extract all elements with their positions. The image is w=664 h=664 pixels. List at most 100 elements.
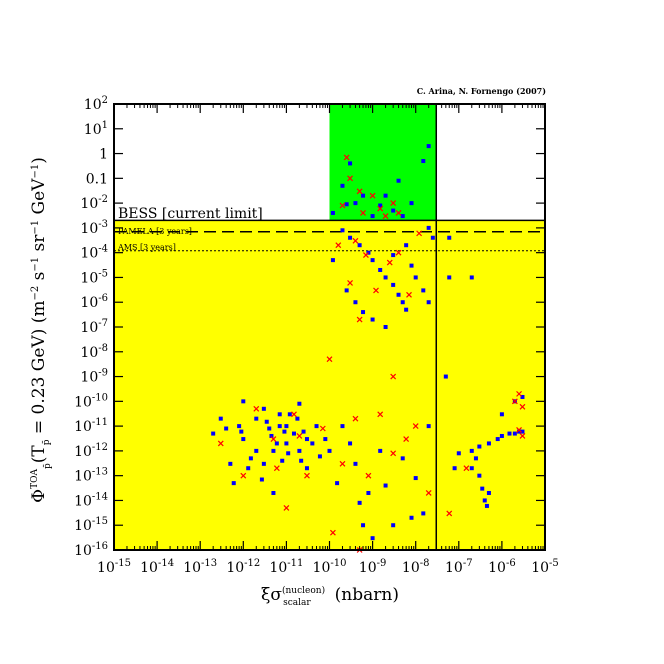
y-tick-label: 10-10	[74, 392, 108, 410]
data-point-blue	[264, 419, 269, 424]
y-tick-label: 101	[84, 120, 108, 138]
data-point-blue	[421, 288, 426, 293]
data-point-blue	[400, 456, 405, 461]
data-point-red	[329, 529, 336, 536]
data-point-blue	[361, 523, 366, 528]
data-point-blue	[361, 193, 366, 198]
x-tick-label: 10-8	[402, 558, 430, 576]
data-point-blue	[473, 456, 478, 461]
data-point-blue	[469, 466, 474, 471]
data-point-blue	[241, 437, 246, 442]
data-point-red	[283, 504, 290, 511]
data-point-red	[253, 405, 260, 412]
data-point-blue	[228, 461, 233, 466]
data-point-red	[270, 436, 277, 442]
data-point-blue	[323, 437, 328, 442]
data-point-blue	[391, 282, 396, 287]
data-point-blue	[370, 258, 375, 263]
y-tick-label: 0.1	[86, 171, 108, 187]
data-point-blue	[370, 536, 375, 541]
data-point-red	[390, 450, 397, 457]
data-point-blue	[330, 258, 335, 263]
data-point-red	[412, 423, 419, 430]
data-point-red	[217, 440, 224, 447]
x-tick-label: 10-15	[97, 558, 131, 576]
data-point-red	[335, 242, 342, 249]
data-point-blue	[271, 448, 276, 453]
y-tick-label: 10-12	[74, 442, 108, 460]
x-tick-label: 10-6	[488, 558, 516, 576]
data-point-blue	[421, 511, 426, 516]
data-point-blue	[469, 448, 474, 453]
data-point-red	[319, 425, 326, 432]
y-tick-label: 10-3	[80, 219, 108, 237]
data-point-blue	[340, 228, 345, 233]
data-point-blue	[241, 399, 246, 404]
data-point-blue	[211, 431, 216, 436]
x-tick-label: 10-9	[359, 558, 387, 576]
y-tick-label: 102	[84, 95, 108, 113]
data-point-blue	[409, 263, 414, 268]
data-point-blue	[239, 429, 244, 434]
data-point-red	[519, 403, 526, 410]
data-point-red	[395, 210, 402, 216]
limit-lines	[114, 104, 545, 550]
y-tick-label: 10-6	[80, 293, 108, 311]
data-point-blue	[378, 448, 383, 453]
data-point-red	[273, 465, 280, 472]
data-point-blue	[512, 431, 517, 436]
data-point-blue	[297, 448, 302, 453]
data-point-blue	[348, 441, 353, 446]
data-point-red	[352, 415, 359, 422]
data-point-red	[369, 192, 376, 199]
scatter-points	[211, 144, 526, 553]
data-point-red	[425, 490, 432, 496]
data-point-blue	[447, 275, 452, 280]
data-point-blue	[426, 225, 431, 230]
data-point-blue	[499, 433, 504, 438]
data-point-blue	[370, 317, 375, 322]
data-point-blue	[301, 429, 306, 434]
data-point-blue	[246, 466, 251, 471]
data-point-blue	[378, 267, 383, 272]
data-point-blue	[383, 325, 388, 329]
data-point-blue	[409, 201, 414, 206]
data-point-red	[347, 175, 353, 182]
data-point-red	[519, 433, 526, 439]
y-tick-label: 10-4	[80, 244, 108, 262]
data-point-blue	[248, 456, 253, 461]
data-point-blue	[304, 437, 309, 442]
data-point-blue	[495, 437, 500, 442]
y-tick-label: 10-15	[74, 516, 108, 534]
x-tick-label: 10-11	[269, 558, 303, 576]
data-point-blue	[413, 275, 418, 280]
x-tick-label: 10-7	[445, 558, 473, 576]
data-point-blue	[469, 275, 474, 280]
data-point-blue	[396, 178, 401, 183]
data-point-red	[516, 427, 522, 433]
data-point-blue	[284, 441, 289, 446]
y-tick-label: 10-2	[80, 194, 108, 212]
data-point-red	[343, 154, 350, 161]
x-axis-label-text: ξσ(nucleon) scalar (nbarn)	[261, 585, 399, 608]
data-point-red	[446, 510, 453, 517]
data-point-blue	[378, 203, 383, 208]
data-point-blue	[317, 454, 322, 459]
data-point-blue	[282, 429, 287, 434]
data-point-red	[406, 291, 412, 298]
y-tick-label: 10-11	[74, 417, 108, 435]
y-tick-label: 10-8	[80, 343, 108, 361]
data-point-blue	[517, 429, 522, 434]
data-point-blue	[277, 424, 282, 429]
data-point-blue	[344, 202, 349, 207]
credit-label: C. Arina, N. Fornengo (2007)	[417, 86, 546, 96]
data-point-blue	[284, 424, 289, 429]
data-point-blue	[520, 429, 525, 434]
data-point-blue	[254, 448, 259, 453]
data-point-blue	[391, 523, 396, 528]
data-point-blue	[391, 253, 396, 258]
data-point-blue	[269, 433, 274, 438]
data-point-blue	[477, 473, 482, 478]
data-point-blue	[267, 426, 272, 431]
data-point-blue	[295, 416, 300, 421]
